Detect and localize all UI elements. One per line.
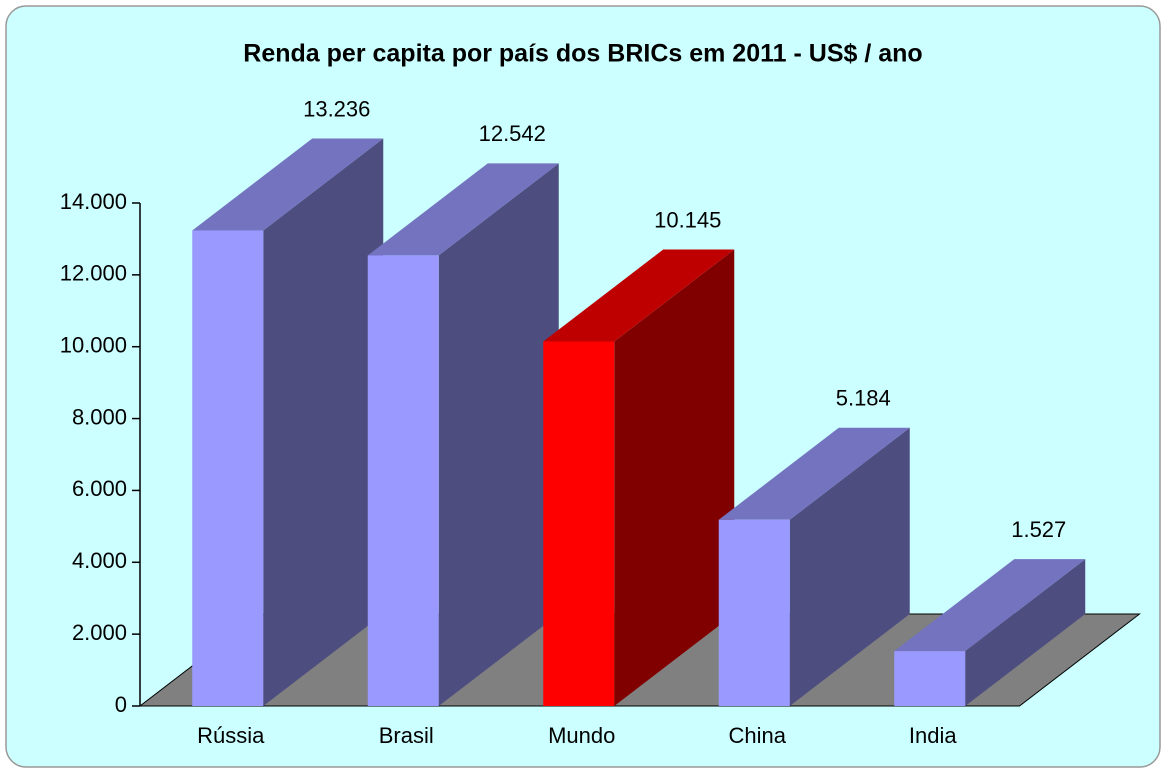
data-label: 12.542 bbox=[479, 121, 546, 146]
data-label: 5.184 bbox=[836, 386, 891, 411]
x-tick-label: Mundo bbox=[548, 723, 615, 748]
bar bbox=[894, 651, 966, 706]
data-label: 10.145 bbox=[654, 207, 721, 232]
y-tick-label: 12.000 bbox=[60, 261, 127, 286]
bar-top bbox=[718, 427, 910, 520]
bar-side bbox=[438, 163, 559, 706]
bar-side bbox=[789, 427, 910, 706]
bar-top bbox=[894, 559, 1086, 652]
x-tick-label: China bbox=[729, 723, 787, 748]
y-tick-label: 10.000 bbox=[60, 333, 127, 358]
x-tick-label: India bbox=[909, 723, 957, 748]
data-label: 13.236 bbox=[303, 96, 370, 121]
bar bbox=[718, 519, 790, 706]
y-tick-label: 0 bbox=[115, 692, 127, 717]
bar-top bbox=[192, 138, 384, 231]
chart-title: Renda per capita por país dos BRICs em 2… bbox=[243, 40, 922, 68]
bar-side bbox=[614, 249, 735, 706]
bar-top bbox=[543, 249, 735, 342]
bar-side bbox=[965, 559, 1086, 706]
bar-top bbox=[367, 163, 559, 256]
x-tick-label: Rússia bbox=[197, 723, 265, 748]
bar-side bbox=[263, 138, 384, 706]
y-tick-label: 2.000 bbox=[72, 620, 127, 645]
y-tick-label: 14.000 bbox=[60, 189, 127, 214]
x-tick-label: Brasil bbox=[379, 723, 434, 748]
y-tick-label: 6.000 bbox=[72, 476, 127, 501]
bar bbox=[192, 230, 264, 706]
bar bbox=[367, 255, 439, 706]
bar bbox=[543, 341, 615, 706]
data-label: 1.527 bbox=[1011, 517, 1066, 542]
y-tick-label: 4.000 bbox=[72, 548, 127, 573]
y-tick-label: 8.000 bbox=[72, 404, 127, 429]
